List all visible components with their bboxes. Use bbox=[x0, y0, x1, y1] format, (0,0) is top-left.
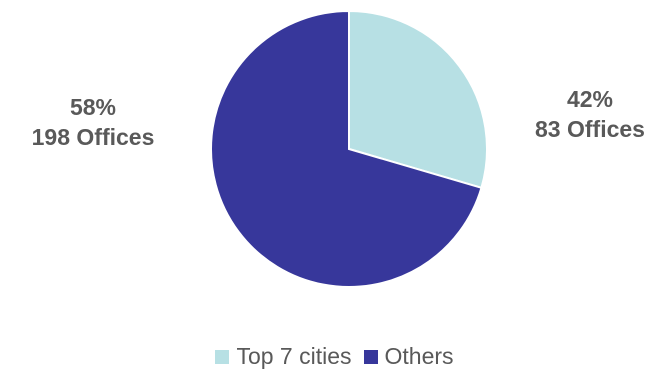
legend-item-top7[interactable]: Top 7 cities bbox=[215, 343, 352, 370]
legend-swatch-top7 bbox=[215, 349, 230, 364]
legend-swatch-others bbox=[363, 349, 378, 364]
slice-label-others: 58% 198 Offices bbox=[3, 92, 183, 152]
slice-count-top7: 83 Offices bbox=[535, 116, 645, 142]
legend-label-others: Others bbox=[384, 343, 454, 369]
legend-item-others[interactable]: Others bbox=[363, 343, 454, 370]
slice-label-top7: 42% 83 Offices bbox=[510, 84, 669, 144]
pie-slice-top-7-cities bbox=[348, 9, 488, 190]
slice-count-others: 198 Offices bbox=[31, 124, 155, 150]
legend-label-top7: Top 7 cities bbox=[236, 343, 352, 369]
pie-slice-others bbox=[210, 9, 483, 288]
slice-percent-others: 58% bbox=[69, 94, 117, 120]
slice-percent-top7: 42% bbox=[566, 86, 614, 112]
legend: Top 7 cities Others bbox=[0, 343, 669, 370]
